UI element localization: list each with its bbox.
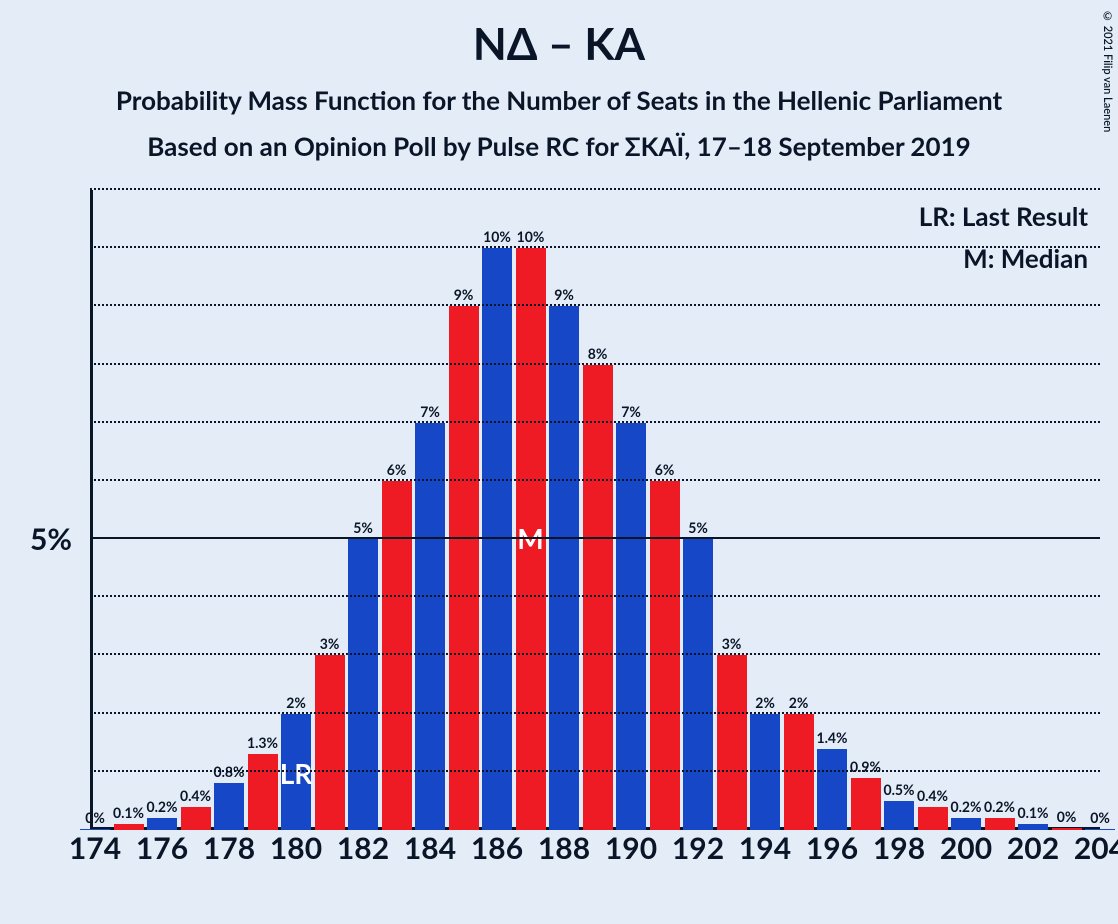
y-axis: [90, 190, 93, 830]
x-tick-label: 204: [1074, 830, 1118, 866]
gridline: [90, 712, 1100, 714]
gridline: [90, 246, 1100, 248]
bar: [315, 655, 345, 830]
bar: [181, 807, 211, 830]
gridline: [90, 537, 1100, 539]
chart-subtitle-1: Probability Mass Function for the Number…: [0, 84, 1118, 116]
x-tick-label: 178: [203, 830, 255, 866]
gridline: [90, 653, 1100, 655]
gridline: [90, 363, 1100, 365]
x-tick-label: 192: [672, 830, 724, 866]
bar-value-label: 0.9%: [836, 758, 896, 775]
gridline: [90, 595, 1100, 597]
x-tick-label: 180: [270, 830, 322, 866]
bar-value-label: 1.4%: [802, 729, 862, 746]
bar: [214, 783, 244, 830]
x-ticks: 1741761781801821841861881901921941961982…: [95, 830, 1100, 870]
gridline: [90, 770, 1100, 772]
bar-value-label: 6%: [635, 461, 695, 478]
plot-region: LR: Last Result M: Median 0%0.1%0.2%0.4%…: [90, 190, 1100, 830]
bar-value-label: 8%: [568, 345, 628, 362]
x-tick-label: 182: [337, 830, 389, 866]
gridline: [90, 421, 1100, 423]
x-tick-label: 190: [605, 830, 657, 866]
x-tick-label: 188: [538, 830, 590, 866]
bar: [147, 818, 177, 830]
x-tick-label: 176: [136, 830, 188, 866]
bar: [449, 306, 479, 830]
x-tick-label: 200: [940, 830, 992, 866]
bar-value-label: 0%: [1070, 809, 1118, 826]
copyright-text: © 2021 Filip van Laenen: [1101, 10, 1114, 132]
x-tick-label: 196: [806, 830, 858, 866]
gridline: [90, 479, 1100, 481]
bar-value-label: 2%: [769, 694, 829, 711]
bar-value-label: 5%: [668, 519, 728, 536]
bar-value-label: 10%: [501, 228, 561, 245]
x-tick-label: 174: [69, 830, 121, 866]
bar: [482, 248, 512, 830]
y-axis-label: 5%: [30, 521, 72, 557]
bar: [549, 306, 579, 830]
x-tick-label: 198: [873, 830, 925, 866]
bar: [884, 801, 914, 830]
x-tick-label: 194: [739, 830, 791, 866]
gridline: [90, 188, 1100, 190]
x-tick-label: 186: [471, 830, 523, 866]
bar-value-label: 7%: [601, 403, 661, 420]
chart-subtitle-2: Based on an Opinion Poll by Pulse RC for…: [0, 130, 1118, 162]
x-tick-label: 202: [1007, 830, 1059, 866]
chart-title: ΝΔ – ΚΑ: [0, 0, 1118, 70]
bars-container: 0%0.1%0.2%0.4%0.8%1.3%2%3%5%6%7%9%10%10%…: [95, 190, 1100, 830]
bar-value-label: 9%: [534, 286, 594, 303]
bar: [348, 539, 378, 830]
bar: [717, 655, 747, 830]
bar: [951, 818, 981, 830]
bar-value-label: 3%: [702, 635, 762, 652]
chart-area: LR: Last Result M: Median 0%0.1%0.2%0.4%…: [90, 190, 1100, 880]
gridline: [90, 304, 1100, 306]
bar: [683, 539, 713, 830]
marker-lr: LR: [280, 756, 313, 790]
bar: [248, 754, 278, 830]
x-tick-label: 184: [404, 830, 456, 866]
